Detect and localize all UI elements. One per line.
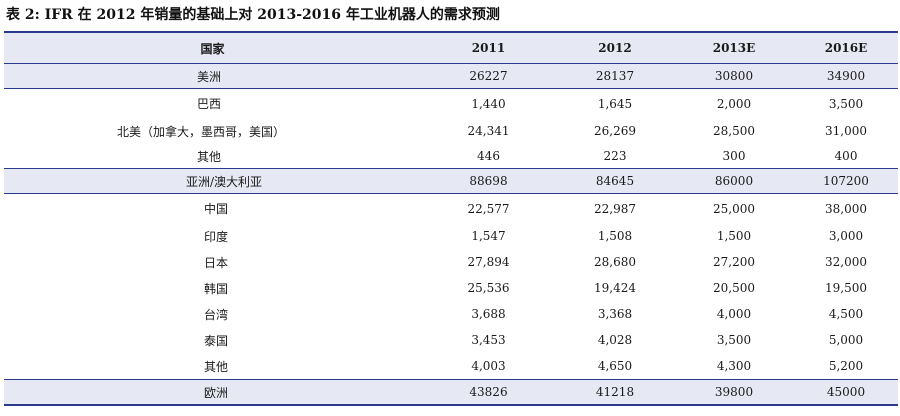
table-cell: 5,000 — [828, 333, 864, 347]
row-label: 欧洲 — [204, 385, 229, 400]
table-cell: 25,000 — [713, 201, 755, 216]
table-cell: 45000 — [826, 385, 866, 399]
table-row: 印度 1,547 1,508 1,500 3,000 — [4, 223, 898, 249]
table-header-row: 国家 2011 2012 2013E 2016E — [4, 33, 898, 64]
table-cell: 28,500 — [713, 124, 755, 138]
table-cell: 1,508 — [597, 229, 633, 243]
table-row: 日本 27,894 28,680 27,200 32,000 — [4, 249, 898, 275]
table-cell: 22,987 — [594, 201, 636, 216]
table-cell: 1,645 — [597, 96, 633, 111]
table-row-europe: 欧洲 43826 41218 39800 45000 — [4, 379, 898, 406]
table-cell: 19,500 — [825, 281, 867, 295]
row-label: 巴西 — [197, 97, 222, 111]
table-cell: 3,500 — [828, 96, 864, 111]
table-cell: 28,680 — [594, 255, 636, 269]
table-cell: 86000 — [714, 174, 754, 188]
table-cell: 4,028 — [597, 333, 633, 347]
table-cell: 34900 — [826, 69, 866, 83]
table-cell: 84645 — [595, 174, 635, 188]
table-cell: 25,536 — [467, 281, 510, 295]
table-cell: 2,000 — [716, 96, 752, 111]
table-row: 台湾 3,688 3,368 4,000 4,500 — [4, 301, 898, 327]
table-cell: 4,500 — [828, 307, 864, 321]
table-cell: 3,453 — [471, 333, 506, 347]
table-cell: 4,000 — [716, 307, 752, 321]
row-label: 亚洲/澳大利亚 — [186, 174, 263, 189]
table-row: 韩国 25,536 19,424 20,500 19,500 — [4, 275, 898, 301]
table-cell: 28137 — [595, 69, 635, 83]
table-cell: 32,000 — [825, 255, 867, 269]
table-cell: 1,440 — [471, 96, 506, 111]
table-cell: 24,341 — [467, 124, 510, 138]
row-label: 韩国 — [204, 281, 229, 296]
row-label: 北美（加拿大，墨西哥，美国） — [117, 124, 286, 139]
table-row: 中国 22,577 22,987 25,000 38,000 — [4, 194, 898, 223]
table-row-americas: 美洲 26227 28137 30800 34900 — [4, 64, 898, 89]
table-row: 其他 446 223 300 400 — [4, 144, 898, 168]
table-cell: 446 — [477, 149, 500, 163]
row-label: 日本 — [204, 255, 229, 270]
table-cell: 41218 — [595, 385, 635, 399]
row-label: 台湾 — [204, 307, 229, 322]
row-label: 泰国 — [204, 333, 229, 348]
table-title: 表 2: IFR 在 2012 年销量的基础上对 2013-2016 年工业机器… — [6, 7, 500, 23]
table-cell: 1,547 — [471, 229, 506, 243]
table-cell: 22,577 — [467, 201, 510, 216]
table-cell: 3,500 — [716, 333, 752, 347]
row-label: 中国 — [204, 202, 229, 216]
table-row: 巴西 1,440 1,645 2,000 3,500 — [4, 89, 898, 118]
table-cell: 223 — [603, 149, 627, 163]
header-2016e: 2016E — [824, 41, 868, 55]
table-cell: 1,500 — [716, 229, 752, 243]
table-cell: 39800 — [714, 385, 754, 399]
table-cell: 27,894 — [467, 255, 510, 269]
table-cell: 19,424 — [594, 281, 636, 295]
table-cell: 26227 — [469, 69, 508, 83]
table-cell: 3,000 — [828, 229, 864, 243]
table-cell: 38,000 — [825, 201, 867, 216]
table-cell: 3,688 — [471, 307, 506, 321]
header-2011: 2011 — [471, 41, 506, 55]
table-cell: 31,000 — [825, 124, 867, 138]
table-cell: 88698 — [469, 174, 508, 188]
header-2013e: 2013E — [712, 41, 756, 55]
table-cell: 26,269 — [594, 124, 636, 138]
row-label: 其他 — [204, 359, 229, 374]
table-row: 其他 4,003 4,650 4,300 5,200 — [4, 353, 898, 379]
demand-forecast-table: 国家 2011 2012 2013E 2016E 美洲 26227 28137 … — [4, 31, 898, 406]
table-cell: 300 — [722, 149, 746, 163]
table-cell: 107200 — [823, 174, 869, 188]
table-cell: 5,200 — [828, 359, 864, 373]
table-row: 泰国 3,453 4,028 3,500 5,000 — [4, 327, 898, 353]
table-row: 北美（加拿大，墨西哥，美国） 24,341 26,269 28,500 31,0… — [4, 118, 898, 144]
table-cell: 400 — [834, 149, 858, 163]
table-cell: 43826 — [469, 385, 508, 399]
table-cell: 4,300 — [716, 359, 752, 373]
table-cell: 20,500 — [713, 281, 755, 295]
table-cell: 3,368 — [597, 307, 633, 321]
table-cell: 4,003 — [471, 359, 506, 373]
table-cell: 30800 — [714, 69, 754, 83]
row-label: 美洲 — [197, 69, 222, 84]
table-row-asia-australia: 亚洲/澳大利亚 88698 84645 86000 107200 — [4, 168, 898, 194]
row-label: 印度 — [204, 229, 229, 244]
header-country: 国家 — [200, 41, 225, 56]
header-2012: 2012 — [598, 41, 632, 55]
row-label: 其他 — [197, 149, 222, 164]
table-cell: 27,200 — [713, 255, 755, 269]
table-cell: 4,650 — [597, 359, 633, 373]
